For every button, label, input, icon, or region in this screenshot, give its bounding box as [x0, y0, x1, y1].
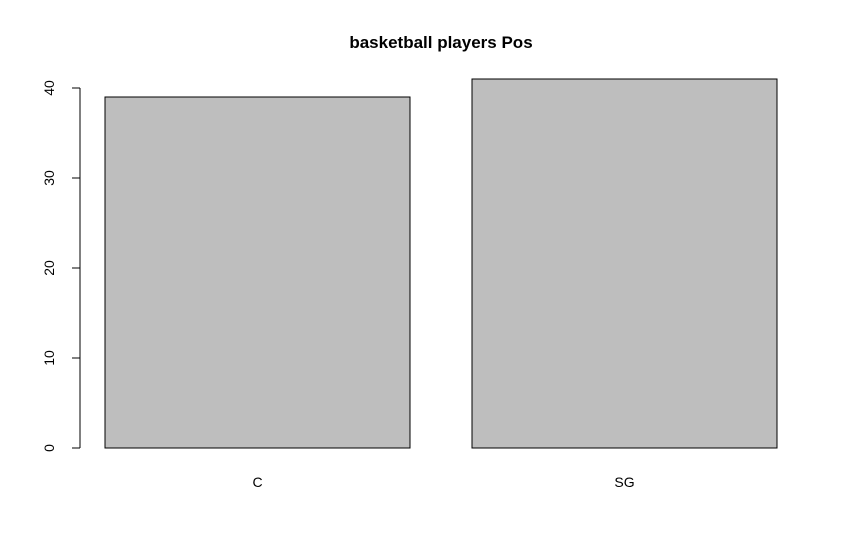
y-tick-label: 30: [41, 170, 57, 186]
x-tick-label-sg: SG: [614, 474, 634, 490]
y-axis: 0 10 20 30 40: [41, 80, 81, 452]
y-tick-label: 0: [41, 444, 57, 452]
bar-c: [104, 96, 411, 449]
x-tick-label-c: C: [252, 474, 262, 490]
y-tick-label: 40: [41, 80, 57, 96]
x-tick-labels: C SG: [252, 474, 634, 490]
chart-title: basketball players Pos: [349, 33, 532, 52]
bars-group: [104, 78, 778, 449]
y-tick-label: 10: [41, 350, 57, 366]
bar-sg: [471, 78, 778, 449]
y-tick-label: 20: [41, 260, 57, 276]
